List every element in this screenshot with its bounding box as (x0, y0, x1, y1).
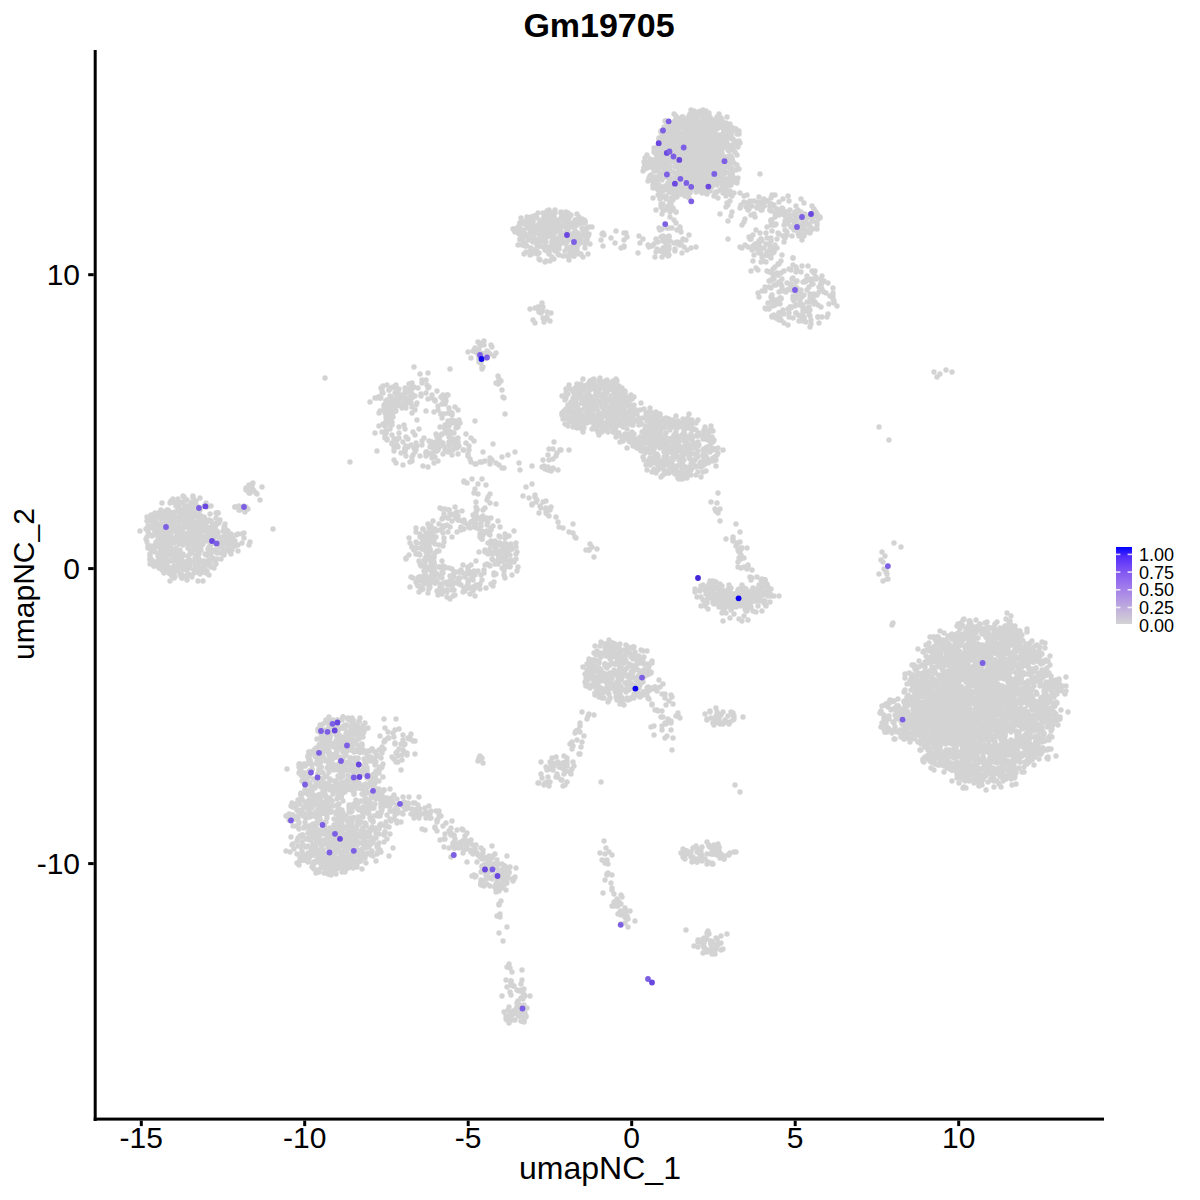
svg-text:-5: -5 (455, 1121, 482, 1154)
svg-text:0: 0 (623, 1121, 640, 1154)
svg-text:umapNC_1: umapNC_1 (519, 1150, 681, 1186)
svg-text:-10: -10 (283, 1121, 326, 1154)
svg-text:-10: -10 (37, 847, 80, 880)
svg-text:5: 5 (787, 1121, 804, 1154)
svg-text:umapNC_2: umapNC_2 (7, 508, 40, 660)
svg-text:10: 10 (47, 258, 80, 291)
svg-text:0: 0 (63, 552, 80, 585)
svg-text:-15: -15 (120, 1121, 163, 1154)
svg-text:Gm19705: Gm19705 (523, 6, 674, 44)
svg-text:10: 10 (942, 1121, 975, 1154)
svg-text:0.00: 0.00 (1139, 616, 1174, 636)
